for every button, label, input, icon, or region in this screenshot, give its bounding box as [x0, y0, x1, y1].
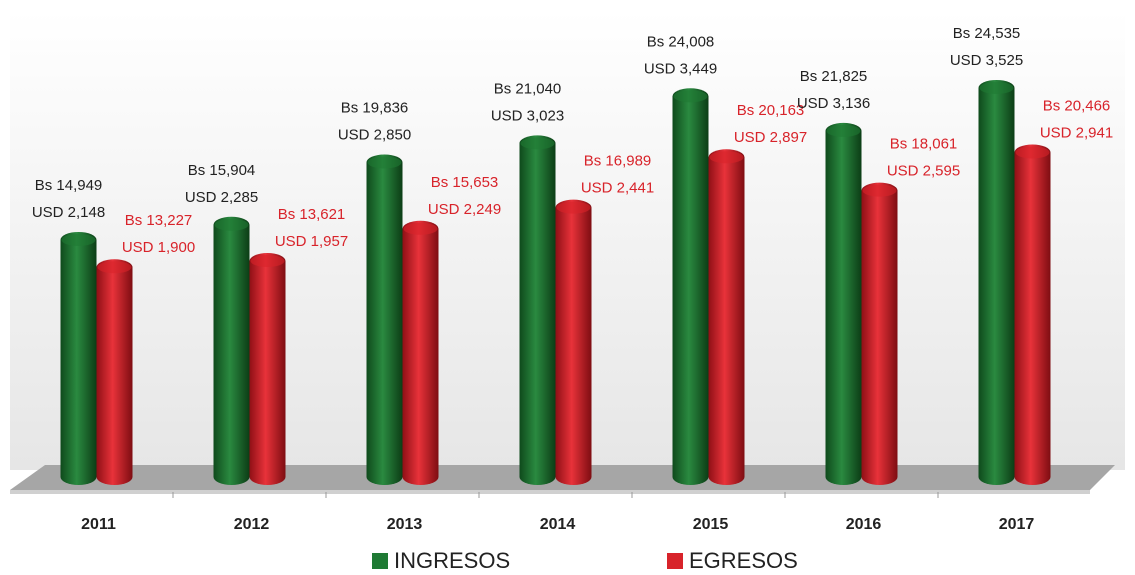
value-label: Bs 13,227: [125, 212, 193, 229]
value-label: Bs 15,653: [431, 174, 499, 191]
value-label: Bs 24,535: [953, 25, 1021, 42]
usd-label: USD 1,957: [275, 233, 348, 250]
value-label: Bs 24,008: [647, 33, 715, 50]
usd-label: USD 2,249: [428, 201, 501, 218]
usd-label: USD 2,850: [338, 126, 411, 143]
bar: [555, 199, 592, 485]
value-label: Bs 13,621: [278, 206, 346, 223]
bar: [96, 259, 133, 485]
usd-label: USD 3,136: [797, 95, 870, 112]
value-label: Bs 20,163: [737, 102, 805, 119]
bar-top: [250, 255, 285, 268]
x-tick-label: 2015: [693, 516, 729, 533]
usd-label: USD 2,148: [32, 204, 105, 221]
bar-top: [673, 90, 708, 103]
bar: [978, 79, 1015, 485]
usd-label: USD 2,941: [1040, 124, 1113, 141]
bar: [366, 154, 403, 486]
bar: [708, 149, 745, 485]
bar-top: [97, 261, 132, 274]
value-label: Bs 20,466: [1043, 97, 1111, 114]
legend-swatch: [667, 553, 683, 569]
bar: [1014, 144, 1051, 485]
x-tick-label: 2014: [540, 516, 576, 533]
bar: [672, 88, 709, 486]
bar: [213, 216, 250, 486]
bar-top: [862, 184, 897, 197]
legend-label: INGRESOS: [394, 548, 510, 573]
bar-top: [403, 222, 438, 235]
bar: [402, 220, 439, 485]
bar-top: [214, 218, 249, 231]
bar: [249, 253, 286, 485]
bar-top: [520, 137, 555, 150]
legend-swatch: [372, 553, 388, 569]
bar-top: [826, 124, 861, 137]
usd-label: USD 2,285: [185, 189, 258, 206]
value-label: Bs 18,061: [890, 136, 958, 153]
value-label: Bs 16,989: [584, 153, 652, 170]
x-tick-label: 2016: [846, 516, 882, 533]
usd-label: USD 1,900: [122, 239, 195, 256]
usd-label: USD 3,023: [491, 107, 564, 124]
bar-top: [556, 201, 591, 214]
bar-top: [61, 233, 96, 246]
bar: [519, 135, 556, 485]
bar-top: [709, 151, 744, 164]
usd-label: USD 2,441: [581, 180, 654, 197]
value-label: Bs 21,825: [800, 68, 868, 85]
floor-edge: [10, 490, 1090, 494]
x-tick-label: 2013: [387, 516, 423, 533]
value-label: Bs 19,836: [341, 99, 409, 116]
usd-label: USD 2,897: [734, 129, 807, 146]
legend-label: EGRESOS: [689, 548, 798, 573]
x-tick-label: 2012: [234, 516, 270, 533]
bar: [60, 231, 97, 485]
x-tick-label: 2017: [999, 516, 1035, 533]
bar: [861, 182, 898, 486]
usd-label: USD 3,449: [644, 60, 717, 77]
value-label: Bs 15,904: [188, 162, 256, 179]
value-label: Bs 14,949: [35, 177, 103, 194]
bar-top: [1015, 146, 1050, 159]
bar-top: [367, 156, 402, 169]
value-label: Bs 21,040: [494, 80, 562, 97]
usd-label: USD 2,595: [887, 163, 960, 180]
bar-top: [979, 81, 1014, 94]
bar: [825, 122, 862, 486]
x-tick-label: 2011: [81, 516, 116, 533]
usd-label: USD 3,525: [950, 52, 1023, 69]
